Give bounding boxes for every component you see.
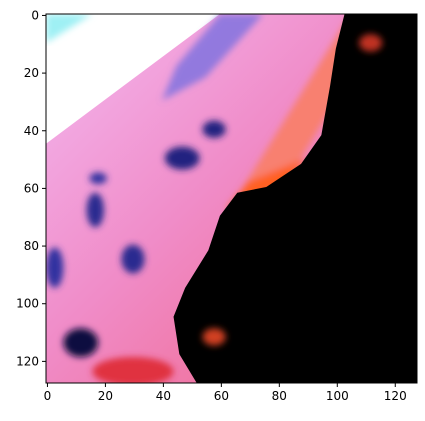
y-tick-label: 100: [16, 297, 39, 311]
y-tick-label: 60: [24, 181, 39, 195]
x-tick-label: 0: [44, 389, 52, 403]
x-tick-label: 20: [98, 389, 113, 403]
x-tick-label: 80: [272, 389, 287, 403]
x-tick-label: 60: [214, 389, 229, 403]
x-tick-label: 120: [384, 389, 407, 403]
y-tick-label: 0: [31, 8, 39, 22]
y-tick-label: 80: [24, 239, 39, 253]
x-tick-label: 40: [156, 389, 171, 403]
y-tick-label: 20: [24, 66, 39, 80]
image: [46, 14, 417, 383]
x-tick-label: 100: [326, 389, 349, 403]
y-tick-label: 40: [24, 124, 39, 138]
y-tick-label: 120: [16, 354, 39, 368]
axes-frame: [45, 13, 418, 384]
